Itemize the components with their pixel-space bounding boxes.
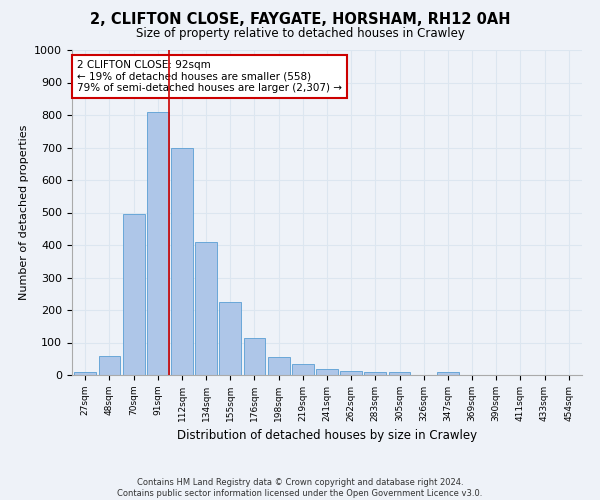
Bar — [195, 242, 217, 375]
Bar — [171, 148, 193, 375]
Bar — [147, 112, 169, 375]
Text: Size of property relative to detached houses in Crawley: Size of property relative to detached ho… — [136, 28, 464, 40]
Bar — [268, 357, 290, 375]
Bar — [340, 371, 362, 375]
Bar — [123, 214, 145, 375]
Bar — [389, 372, 410, 375]
Bar — [292, 364, 314, 375]
Bar — [98, 356, 121, 375]
Text: 2 CLIFTON CLOSE: 92sqm
← 19% of detached houses are smaller (558)
79% of semi-de: 2 CLIFTON CLOSE: 92sqm ← 19% of detached… — [77, 60, 342, 93]
Bar — [316, 368, 338, 375]
Bar — [244, 338, 265, 375]
Bar — [364, 372, 386, 375]
Text: 2, CLIFTON CLOSE, FAYGATE, HORSHAM, RH12 0AH: 2, CLIFTON CLOSE, FAYGATE, HORSHAM, RH12… — [90, 12, 510, 28]
Text: Contains HM Land Registry data © Crown copyright and database right 2024.
Contai: Contains HM Land Registry data © Crown c… — [118, 478, 482, 498]
Bar — [74, 372, 96, 375]
X-axis label: Distribution of detached houses by size in Crawley: Distribution of detached houses by size … — [177, 430, 477, 442]
Y-axis label: Number of detached properties: Number of detached properties — [19, 125, 29, 300]
Bar — [220, 302, 241, 375]
Bar — [437, 372, 459, 375]
